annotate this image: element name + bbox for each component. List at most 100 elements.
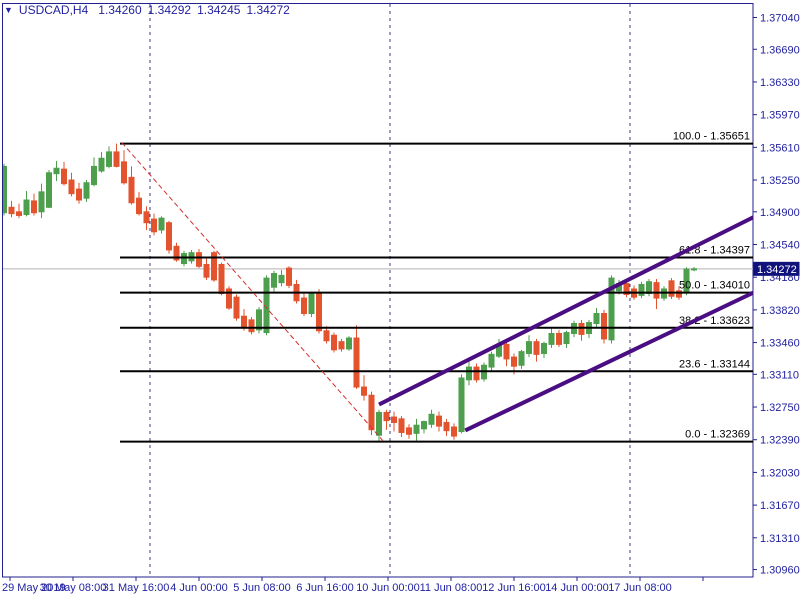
symbol-period-label: USDCAD,H4 — [18, 3, 89, 17]
candle — [53, 160, 60, 181]
time-axis-label: 31 May 16:00 — [103, 582, 170, 594]
candle-body — [136, 197, 142, 215]
time-axis-label: 10 Jun 00:00 — [356, 582, 420, 594]
time-axis-label: 5 Jun 08:00 — [233, 582, 291, 594]
candle — [398, 416, 405, 437]
candle — [143, 206, 150, 230]
collapse-triangle-icon[interactable]: ▼ — [4, 4, 13, 15]
candle-body — [376, 411, 382, 436]
candle-body — [578, 322, 585, 335]
candle-body — [143, 211, 150, 224]
candle — [308, 291, 315, 318]
candle-body — [3, 165, 7, 214]
channel-lower-line[interactable] — [464, 290, 753, 433]
candle — [368, 391, 375, 436]
candle — [646, 279, 652, 297]
fibonacci-level-label[interactable]: 23.6 - 1.33144 — [679, 358, 750, 370]
time-axis-label: 29 May 2019 — [2, 582, 66, 594]
candle-body — [361, 386, 367, 396]
candle-body — [241, 315, 247, 329]
candle — [436, 411, 442, 432]
candle-body — [226, 288, 232, 309]
candle-body — [91, 165, 97, 186]
price-axis-label: 1.33820 — [760, 305, 800, 317]
candle — [286, 266, 292, 289]
candle-body — [323, 330, 330, 342]
candle-body — [548, 332, 555, 345]
candle — [106, 146, 112, 169]
fibonacci-level-label[interactable]: 50.0 - 1.34010 — [679, 280, 750, 292]
candle — [488, 351, 495, 371]
candle — [451, 423, 457, 440]
candle-body — [608, 277, 615, 341]
candle — [128, 166, 135, 205]
price-axis-label: 1.35610 — [760, 142, 800, 154]
price-axis-label: 1.37040 — [760, 13, 800, 25]
candle-body — [151, 218, 157, 233]
candle-body — [623, 283, 630, 295]
time-axis-label: 4 Jun 00:00 — [170, 582, 228, 594]
candle — [443, 418, 450, 437]
candle-body — [308, 293, 315, 315]
price-axis-label: 1.35250 — [760, 175, 800, 187]
candle — [158, 216, 165, 234]
candle-body — [203, 263, 210, 278]
fibonacci-level-label[interactable]: 0.0 - 1.32369 — [685, 429, 750, 441]
price-axis[interactable]: 1.37040 1.36690 1.36330 1.35970 1.35610 1.352… — [753, 13, 800, 577]
candle — [38, 183, 45, 219]
candle — [91, 157, 97, 187]
price-axis-label: 1.35970 — [760, 110, 800, 122]
candle-body — [338, 341, 345, 350]
candle-body — [653, 282, 660, 299]
candle — [563, 330, 570, 349]
candle — [46, 170, 52, 209]
fibonacci-level-label[interactable]: 100.0 - 1.35651 — [673, 131, 750, 143]
candle-body — [398, 418, 405, 433]
candle-body — [38, 191, 45, 213]
candle — [413, 418, 420, 441]
candle-body — [68, 179, 75, 195]
price-axis-label: 1.36690 — [760, 44, 800, 56]
candle-body — [368, 394, 375, 431]
candle — [218, 262, 225, 296]
candle — [391, 411, 397, 432]
candle-body — [383, 411, 390, 422]
candle — [3, 163, 7, 216]
candle-body — [346, 337, 352, 350]
channel-upper-line[interactable] — [378, 215, 753, 407]
close-value: 1.34272 — [246, 3, 290, 17]
trendline-dashed[interactable] — [121, 142, 384, 441]
price-axis-label: 1.34540 — [760, 240, 800, 252]
candle — [31, 193, 37, 216]
candle — [556, 329, 562, 348]
candle — [458, 374, 465, 434]
candle-body — [256, 309, 262, 331]
candle-body — [218, 263, 225, 295]
candle — [548, 327, 555, 349]
candle-body — [451, 426, 457, 437]
candle-body — [421, 421, 427, 430]
candle-body — [488, 353, 495, 368]
candle-body — [181, 253, 187, 265]
candle-body — [8, 206, 15, 215]
price-axis-label: 1.33110 — [760, 369, 799, 381]
time-axis-label: 11 Jun 08:00 — [420, 582, 483, 594]
candle-body — [61, 168, 67, 185]
candle — [601, 309, 607, 344]
candle-body — [98, 157, 105, 172]
candle — [278, 269, 285, 287]
high-value: 1.34292 — [147, 3, 192, 17]
candle-body — [406, 427, 412, 435]
candle — [203, 257, 210, 280]
candle-body — [458, 377, 465, 433]
low-value: 1.34245 — [197, 3, 241, 17]
plot-border — [2, 3, 754, 578]
candle-body — [556, 332, 562, 345]
candle-body — [173, 245, 180, 261]
candle — [533, 338, 540, 362]
candle-body — [676, 290, 682, 298]
candle — [526, 335, 532, 358]
candle-body — [466, 366, 472, 381]
